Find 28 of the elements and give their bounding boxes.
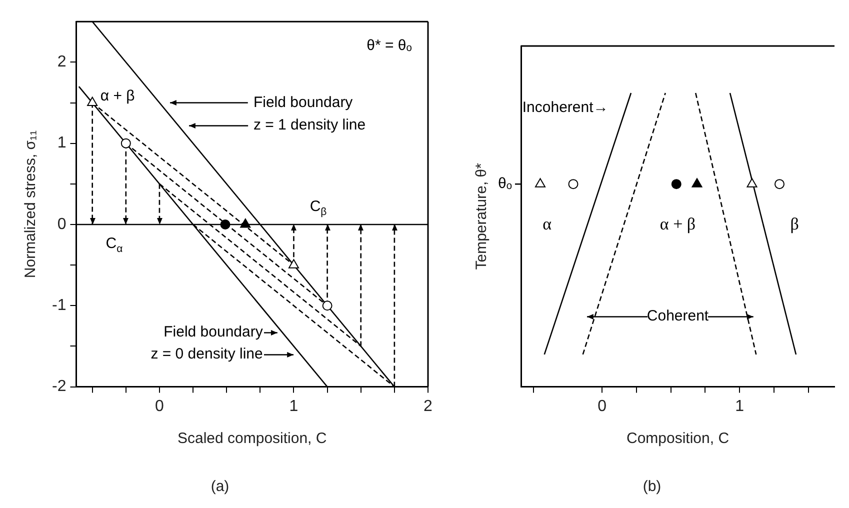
annotation: β (790, 214, 799, 234)
y-tick-label: 1 (57, 134, 66, 152)
annotation: z = 1 density line (253, 116, 366, 134)
annotation: Incoherent→ (522, 98, 608, 116)
text: (a) (210, 478, 230, 496)
annotation: α + β (100, 87, 136, 104)
y-axis-title: Normalized stress, σ₁₁ (22, 130, 40, 278)
annotation: z = 0 density line (150, 345, 263, 362)
x-tick-label: 1 (735, 398, 744, 415)
text: θₒ (498, 175, 512, 192)
annotation: Field boundary (253, 94, 354, 111)
y-tick-label: 0 (57, 216, 66, 233)
x-axis-title: Scaled composition, C (177, 430, 327, 448)
text: (b) (642, 478, 662, 496)
annotation: Coherent (646, 307, 710, 324)
annotation: θ* = θₒ (366, 37, 412, 54)
y-axis-title: Temperature, θ* (473, 162, 490, 270)
x-axis-title: Composition, C (626, 430, 730, 448)
y-tick-label: -1 (52, 297, 66, 314)
y-tick-label: -2 (52, 378, 66, 396)
x-tick-label: 1 (289, 398, 298, 415)
x-tick-label: 2 (424, 398, 433, 415)
annotation: α (542, 214, 552, 234)
annotation: Field boundary (164, 324, 264, 341)
y-tick-label: 2 (57, 54, 66, 71)
x-tick-label: 0 (155, 398, 164, 415)
x-tick-label: 0 (598, 398, 607, 415)
annotation: α + β (660, 214, 696, 234)
